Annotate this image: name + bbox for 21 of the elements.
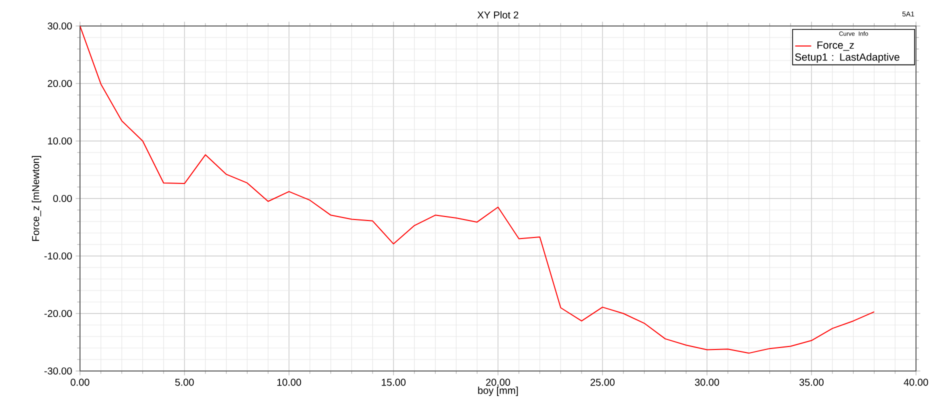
y-tick-label: 10.00 [48, 137, 72, 145]
x-tick-label: 10.00 [277, 378, 302, 386]
y-tick-label: 30.00 [48, 22, 72, 30]
y-tick-label: 0.00 [53, 194, 72, 202]
y-tick-label: -20.00 [44, 310, 72, 318]
x-tick-label: 20.00 [486, 378, 510, 386]
legend-label: Force_z [817, 41, 854, 51]
y-axis-title: Force_z [mNewton] [32, 156, 42, 241]
annotation: Setup1 : LastAdaptive [795, 53, 900, 63]
x-tick-label: 30.00 [694, 378, 720, 386]
x-tick-label: 5.00 [175, 378, 194, 386]
chart-title: XY Plot 2 [477, 11, 518, 18]
x-tick-label: 15.00 [382, 378, 406, 386]
x-tick-label: 40.00 [904, 378, 928, 386]
y-tick-label: -10.00 [44, 252, 72, 260]
x-tick-label: 25.00 [590, 378, 615, 386]
x-tick-label: 35.00 [799, 378, 824, 386]
y-tick-label: 20.00 [48, 80, 72, 88]
x-axis-title: boy [mm] [478, 386, 518, 396]
y-tick-label: -30.00 [44, 367, 72, 375]
x-tick-label: 0.00 [70, 378, 90, 386]
